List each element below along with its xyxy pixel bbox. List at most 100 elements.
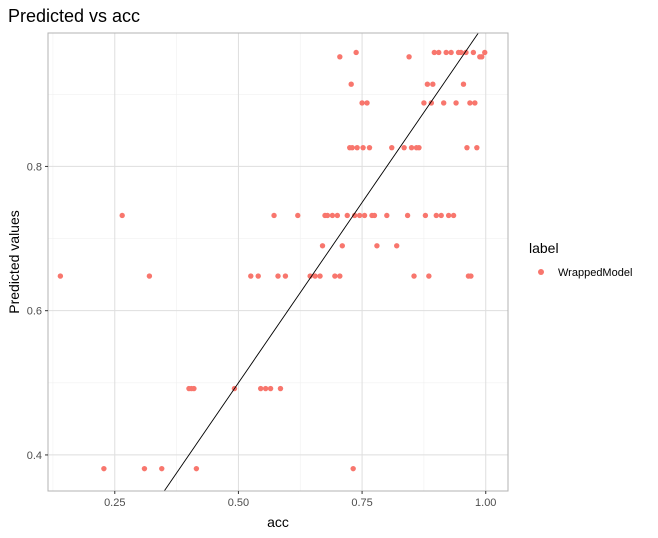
data-point bbox=[282, 273, 289, 279]
data-point bbox=[255, 273, 261, 279]
reference-line bbox=[163, 32, 479, 492]
data-point bbox=[406, 54, 412, 60]
data-point bbox=[424, 81, 431, 87]
legend-key-point bbox=[538, 269, 544, 275]
data-point bbox=[307, 273, 313, 279]
data-point bbox=[191, 385, 197, 392]
x-tick-label: 0.50 bbox=[228, 497, 249, 509]
data-point bbox=[479, 54, 485, 60]
data-point bbox=[57, 273, 64, 279]
data-point bbox=[404, 212, 411, 219]
data-point bbox=[448, 49, 454, 56]
data-point bbox=[354, 144, 360, 151]
data-point bbox=[146, 273, 153, 279]
data-point bbox=[440, 100, 447, 106]
data-point bbox=[359, 100, 365, 106]
data-point bbox=[416, 144, 422, 151]
data-point bbox=[159, 465, 165, 472]
legend-title: label bbox=[529, 240, 559, 256]
data-point bbox=[474, 144, 480, 151]
data-point bbox=[443, 49, 449, 56]
data-point bbox=[337, 54, 343, 60]
data-point bbox=[262, 385, 269, 392]
data-point bbox=[384, 212, 390, 219]
data-point bbox=[351, 212, 358, 219]
data-point bbox=[193, 465, 200, 472]
data-point bbox=[295, 212, 301, 219]
data-point bbox=[411, 273, 417, 279]
data-point bbox=[438, 212, 444, 219]
y-tick-label: 0.8 bbox=[27, 161, 42, 173]
data-point bbox=[119, 212, 125, 219]
data-point bbox=[248, 273, 254, 279]
data-point bbox=[408, 144, 415, 151]
data-point bbox=[257, 385, 264, 392]
x-tick-label: 0.25 bbox=[104, 497, 125, 509]
data-point bbox=[430, 81, 436, 87]
data-point bbox=[141, 465, 148, 472]
data-point bbox=[436, 49, 442, 56]
data-point bbox=[374, 243, 380, 249]
data-point bbox=[394, 243, 400, 249]
x-tick-label: 0.75 bbox=[351, 497, 372, 509]
grid-minor bbox=[48, 33, 508, 491]
data-point bbox=[317, 273, 323, 279]
data-point bbox=[356, 212, 363, 219]
plot-panel bbox=[48, 33, 508, 491]
data-point bbox=[401, 144, 407, 151]
data-point bbox=[445, 212, 452, 219]
data-point bbox=[468, 273, 474, 279]
data-point bbox=[350, 465, 356, 472]
data-point bbox=[450, 212, 457, 219]
x-tick-label: 1.00 bbox=[475, 497, 496, 509]
data-point bbox=[101, 465, 107, 472]
data-point bbox=[453, 100, 459, 106]
data-point bbox=[458, 49, 464, 56]
data-point bbox=[428, 100, 435, 106]
data-point bbox=[353, 49, 359, 56]
data-point bbox=[348, 81, 354, 87]
plot-border bbox=[47, 32, 509, 492]
y-axis-ticks: 0.4 0.6 0.8 bbox=[27, 161, 48, 462]
data-point bbox=[460, 81, 467, 87]
data-point bbox=[371, 212, 378, 219]
data-point bbox=[389, 144, 395, 151]
y-tick-label: 0.4 bbox=[27, 450, 42, 462]
data-point bbox=[324, 212, 331, 219]
legend-label-wrappedmodel: WrappedModel bbox=[558, 267, 632, 279]
data-point bbox=[344, 212, 350, 219]
x-axis-ticks: 0.25 0.50 0.75 1.00 bbox=[104, 491, 496, 509]
data-point bbox=[267, 385, 274, 392]
y-axis-title: Predicted values bbox=[6, 210, 22, 314]
data-point bbox=[277, 385, 284, 392]
y-tick-label: 0.6 bbox=[27, 306, 42, 318]
data-point bbox=[431, 49, 438, 56]
data-point bbox=[470, 49, 477, 56]
data-point bbox=[329, 212, 336, 219]
legend: label WrappedModel bbox=[529, 240, 632, 279]
data-point bbox=[271, 212, 277, 219]
chart-title: Predicted vs acc bbox=[8, 6, 140, 26]
data-point bbox=[349, 144, 355, 151]
data-point bbox=[361, 212, 368, 219]
data-point bbox=[421, 100, 427, 106]
data-point bbox=[275, 273, 281, 279]
data-point bbox=[337, 273, 343, 279]
data-point bbox=[332, 273, 338, 279]
data-point bbox=[467, 100, 473, 106]
data-point bbox=[312, 273, 318, 279]
data-point bbox=[426, 273, 432, 279]
data-point bbox=[339, 243, 346, 249]
data-point bbox=[433, 212, 439, 219]
data-point bbox=[472, 100, 478, 106]
x-axis-title: acc bbox=[267, 514, 289, 530]
data-point bbox=[463, 49, 469, 56]
data-point bbox=[464, 144, 470, 151]
data-point bbox=[482, 49, 488, 56]
data-points bbox=[57, 49, 488, 472]
reference-line-group bbox=[163, 32, 479, 492]
grid-major bbox=[48, 33, 508, 491]
data-point bbox=[422, 212, 429, 219]
data-point bbox=[364, 100, 370, 106]
